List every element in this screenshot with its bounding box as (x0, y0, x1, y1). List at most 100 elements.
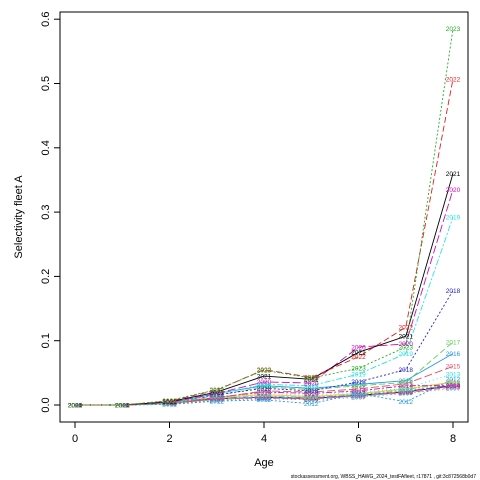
point-label-2015: 2015 (257, 388, 272, 395)
y-tick-label: 0.1 (40, 333, 52, 348)
point-label-2016: 2016 (446, 351, 461, 358)
series-line-2012 (75, 378, 454, 406)
point-label-2019: 2019 (115, 402, 130, 409)
point-label-2016: 2016 (351, 382, 366, 389)
point-label-2020: 2020 (351, 344, 366, 351)
point-label-2014: 2014 (446, 383, 461, 390)
point-label-2013: 2013 (446, 371, 461, 378)
point-label-2020: 2020 (68, 402, 83, 409)
point-label-2020: 2020 (162, 400, 177, 407)
point-label-2021: 2021 (68, 402, 83, 409)
point-label-2008: 2008 (304, 395, 319, 402)
series-line-2009 (75, 384, 454, 406)
point-label-2023: 2023 (304, 375, 319, 382)
point-label-2018: 2018 (399, 367, 414, 374)
point-label-2017: 2017 (115, 402, 130, 409)
point-label-2016: 2016 (68, 402, 83, 409)
point-label-2021: 2021 (304, 377, 319, 384)
y-tick-label: 0.2 (40, 269, 52, 284)
point-label-2011: 2011 (304, 396, 318, 403)
point-label-2006: 2006 (257, 394, 272, 401)
point-label-2010: 2010 (162, 400, 177, 407)
series-line-2020 (75, 189, 454, 406)
point-label-2011: 2011 (68, 402, 82, 409)
point-label-2022: 2022 (351, 354, 366, 361)
point-label-2005: 2005 (210, 396, 225, 403)
point-label-2017: 2017 (162, 401, 177, 408)
point-label-2015: 2015 (115, 402, 130, 409)
point-label-2019: 2019 (399, 351, 414, 358)
point-label-2022: 2022 (210, 387, 225, 394)
point-label-2004: 2004 (304, 396, 319, 403)
point-label-2015: 2015 (162, 401, 177, 408)
point-label-2005: 2005 (351, 393, 366, 400)
point-label-2007: 2007 (115, 402, 130, 409)
point-label-2020: 2020 (399, 341, 414, 348)
point-label-2021: 2021 (162, 399, 177, 406)
point-label-2018: 2018 (162, 400, 177, 407)
point-label-2020: 2020 (304, 380, 319, 387)
point-label-2019: 2019 (446, 215, 461, 222)
x-tick-label: 8 (450, 433, 456, 445)
point-label-2008: 2008 (162, 401, 177, 408)
point-label-2021: 2021 (351, 350, 366, 357)
point-label-2020: 2020 (115, 402, 130, 409)
x-tick-label: 4 (261, 433, 267, 445)
point-label-2004: 2004 (68, 402, 83, 409)
point-label-2016: 2016 (162, 400, 177, 407)
point-label-2007: 2007 (68, 402, 83, 409)
series-lines (75, 28, 454, 406)
point-label-2005: 2005 (115, 402, 130, 409)
point-label-2004: 2004 (351, 393, 366, 400)
point-label-2007: 2007 (446, 386, 461, 393)
point-label-2017: 2017 (304, 387, 319, 394)
point-label-2015: 2015 (68, 402, 83, 409)
point-label-2004: 2004 (210, 396, 225, 403)
plot-frame (59, 11, 469, 423)
point-label-2020: 2020 (210, 391, 225, 398)
point-label-2008: 2008 (446, 380, 461, 387)
point-label-2023: 2023 (210, 387, 225, 394)
point-label-2017: 2017 (210, 393, 225, 400)
point-label-2014: 2014 (351, 388, 366, 395)
point-label-2011: 2011 (115, 402, 129, 409)
point-label-2023: 2023 (399, 344, 414, 351)
point-label-2009: 2009 (304, 395, 319, 402)
point-label-2007: 2007 (210, 398, 225, 405)
point-label-2012: 2012 (210, 398, 225, 405)
point-label-2012: 2012 (68, 402, 83, 409)
point-label-2013: 2013 (399, 386, 414, 393)
point-label-2013: 2013 (304, 393, 319, 400)
point-label-2018: 2018 (304, 388, 319, 395)
series-line-2022 (75, 78, 454, 406)
point-label-2008: 2008 (210, 395, 225, 402)
point-label-2005: 2005 (162, 401, 177, 408)
point-label-2021: 2021 (399, 333, 414, 340)
point-label-2017: 2017 (446, 339, 461, 346)
point-label-2013: 2013 (162, 401, 177, 408)
point-label-2005: 2005 (446, 384, 461, 391)
point-label-2011: 2011 (352, 393, 366, 400)
point-label-2011: 2011 (257, 394, 271, 401)
point-label-2016: 2016 (304, 386, 319, 393)
point-label-2009: 2009 (351, 393, 366, 400)
point-label-2017: 2017 (257, 384, 272, 391)
point-label-2016: 2016 (399, 378, 414, 385)
point-label-2006: 2006 (162, 401, 177, 408)
point-label-2014: 2014 (68, 402, 83, 409)
point-label-2008: 2008 (257, 393, 272, 400)
point-label-2019: 2019 (351, 371, 366, 378)
point-label-2007: 2007 (399, 391, 414, 398)
point-label-2011: 2011 (399, 389, 413, 396)
point-label-2023: 2023 (162, 398, 177, 405)
x-tick-label: 6 (355, 433, 361, 445)
point-label-2009: 2009 (446, 382, 461, 389)
point-label-2018: 2018 (115, 402, 130, 409)
point-label-2015: 2015 (399, 381, 414, 388)
point-label-2023: 2023 (257, 368, 272, 375)
point-label-2023: 2023 (68, 402, 83, 409)
point-label-2012: 2012 (446, 377, 461, 384)
footer-credit: stockassessment.org, WBSS_HAWG_2024_test… (291, 474, 476, 480)
point-label-2010: 2010 (399, 386, 414, 393)
point-label-2014: 2014 (399, 383, 414, 390)
